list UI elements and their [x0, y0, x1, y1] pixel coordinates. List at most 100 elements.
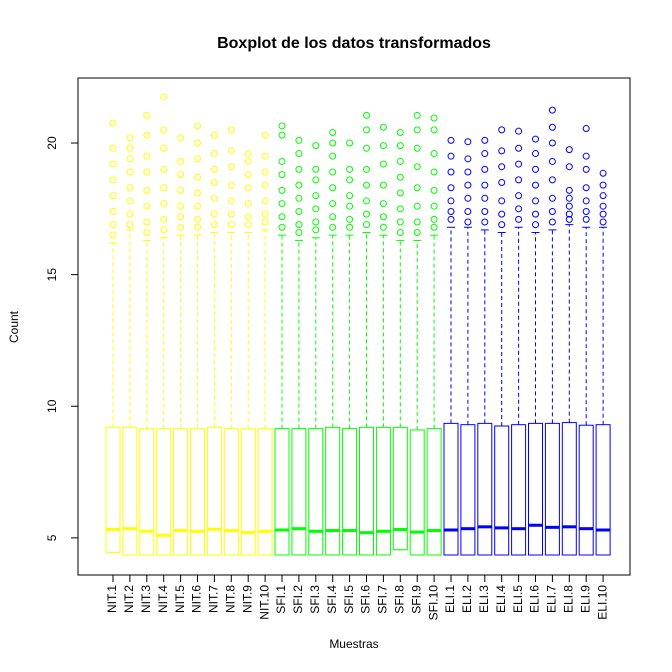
- outlier: [363, 144, 370, 152]
- x-tick-label: SFI.1: [274, 585, 288, 614]
- outlier: [481, 207, 489, 215]
- outlier: [143, 186, 151, 194]
- outlier: [515, 192, 523, 200]
- outlier: [464, 194, 472, 202]
- plot-frame: [77, 77, 631, 576]
- outlier: [244, 157, 252, 165]
- outlier: [160, 144, 168, 152]
- outlier: [143, 168, 151, 176]
- outlier: [548, 106, 556, 114]
- outlier: [143, 152, 151, 160]
- outlier: [447, 136, 455, 144]
- outlier: [498, 126, 506, 134]
- outlier: [126, 184, 134, 192]
- outlier: [312, 226, 320, 234]
- outlier: [396, 157, 404, 165]
- box: [156, 428, 172, 556]
- outlier: [177, 186, 185, 194]
- outlier: [430, 150, 438, 158]
- x-tick-label: SFI.3: [308, 585, 322, 614]
- x-tick-label: SFI.9: [409, 585, 423, 614]
- x-tick-label: ELI.2: [460, 585, 474, 613]
- x-tick-label: NIT.10: [257, 585, 271, 620]
- outlier: [498, 221, 506, 229]
- outlier: [295, 229, 303, 237]
- outlier: [295, 181, 303, 189]
- box: [561, 422, 577, 556]
- outlier: [244, 200, 252, 208]
- x-tick-label: ELI.6: [528, 585, 542, 613]
- outlier: [599, 218, 607, 226]
- outlier: [160, 184, 168, 192]
- outlier: [396, 173, 404, 181]
- outlier: [109, 160, 117, 168]
- x-tick-label: ELI.10: [595, 585, 609, 620]
- outlier: [481, 136, 489, 144]
- outlier: [599, 169, 607, 177]
- outlier: [582, 152, 590, 160]
- box: [257, 428, 273, 556]
- outlier: [379, 142, 387, 150]
- outlier: [379, 181, 387, 189]
- box: [291, 428, 307, 556]
- outlier: [194, 223, 201, 231]
- x-tick-label: ELI.1: [443, 585, 457, 613]
- outlier: [210, 210, 218, 218]
- outlier: [194, 122, 201, 130]
- y-tick-label: 20: [45, 136, 59, 150]
- outlier: [379, 200, 387, 208]
- outlier: [565, 215, 573, 223]
- outlier: [464, 155, 472, 163]
- outlier: [532, 135, 539, 143]
- outlier: [413, 229, 421, 237]
- outlier: [548, 207, 556, 215]
- outlier: [177, 202, 185, 210]
- x-tick-label: NIT.4: [156, 585, 170, 613]
- outlier: [515, 127, 523, 135]
- box: [240, 428, 256, 556]
- outlier: [312, 218, 320, 226]
- outlier: [160, 215, 168, 223]
- y-tick-label: 5: [45, 534, 59, 541]
- x-tick-label: SFI.6: [359, 585, 373, 614]
- box: [460, 424, 476, 556]
- outlier: [481, 181, 489, 189]
- x-tick-label: ELI.5: [511, 585, 525, 613]
- outlier: [464, 181, 472, 189]
- outlier: [329, 200, 337, 208]
- box: [595, 424, 611, 556]
- outlier: [464, 218, 472, 226]
- x-tick-label: SFI.8: [392, 585, 406, 614]
- outlier: [363, 111, 370, 119]
- outlier: [565, 146, 573, 154]
- x-tick-label: ELI.8: [561, 585, 575, 613]
- outlier: [160, 165, 168, 173]
- x-tick-label: SFI.4: [325, 585, 339, 614]
- box: [359, 426, 374, 556]
- outlier: [379, 160, 387, 168]
- outlier: [227, 181, 235, 189]
- outlier: [329, 223, 337, 231]
- outlier: [346, 176, 354, 184]
- box: [409, 429, 425, 556]
- outlier: [177, 157, 185, 165]
- outlier: [329, 213, 337, 221]
- x-tick-label: NIT.3: [139, 585, 153, 613]
- outlier: [565, 202, 573, 210]
- outlier: [430, 186, 438, 194]
- outlier: [396, 142, 404, 150]
- outlier: [329, 128, 337, 136]
- x-tick-label: NIT.5: [173, 585, 187, 613]
- box: [223, 428, 239, 556]
- box: [173, 428, 189, 556]
- outlier: [295, 221, 303, 229]
- outlier: [210, 165, 218, 173]
- y-tick-label: 10: [45, 399, 59, 413]
- outlier: [329, 168, 337, 176]
- outlier: [346, 223, 354, 231]
- outlier: [498, 147, 506, 155]
- outlier: [430, 215, 438, 223]
- outlier: [582, 215, 590, 223]
- box: [578, 424, 594, 556]
